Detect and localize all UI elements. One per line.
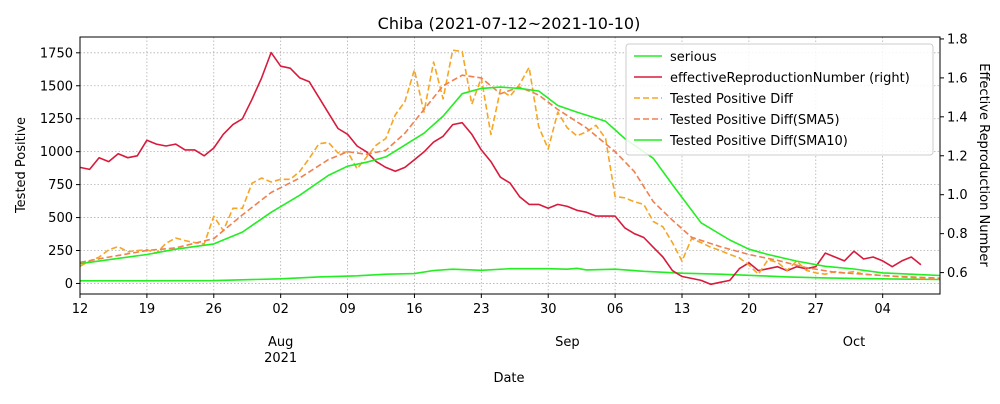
legend: serious effectiveReproductionNumber (righ… (625, 43, 934, 156)
y-right-tick-label: 1.2 (947, 149, 968, 164)
legend-box (625, 43, 934, 156)
legend-label: effectiveReproductionNumber (right) (670, 71, 910, 86)
series-line-0 (80, 267, 941, 282)
x-tick-label: 30 (540, 302, 557, 317)
y-tick-label: 250 (48, 244, 73, 259)
y-axis-right-label: Effective Reproduction Number (976, 63, 991, 267)
y-right-tick-label: 1.0 (947, 188, 968, 203)
x-tick-label: 09 (339, 302, 356, 317)
axis-layer: 0 250 500 750 1000 1250 1500 1750 0.6 0.8 1.0 1.2 1.… (40, 32, 968, 366)
y-tick-label: 1500 (40, 79, 73, 94)
x-tick-label: 12 (72, 302, 89, 317)
x-tick-label: 27 (808, 302, 825, 317)
legend-label: Tested Positive Diff(SMA10) (669, 134, 848, 149)
y-tick-label: 1250 (40, 112, 73, 127)
series-line-4 (79, 86, 941, 277)
y-tick-label: 1750 (40, 46, 73, 61)
plot-frame (79, 36, 941, 295)
chart-title: Chiba (2021-07-12~2021-10-10) (378, 14, 641, 33)
series-line-3 (79, 74, 941, 279)
y-right-tick-label: 1.6 (947, 71, 968, 86)
x-tick-label: 23 (473, 302, 490, 317)
x-tick-label: 06 (607, 302, 624, 317)
x-tick-label: 13 (674, 302, 691, 317)
legend-label: serious (670, 50, 717, 65)
x-tick-label: 04 (874, 302, 891, 317)
y-tick-label: 1000 (40, 145, 73, 160)
x-tick-label: 26 (206, 302, 223, 317)
x-tick-label: 20 (741, 302, 758, 317)
y-tick-label: 0 (65, 277, 73, 292)
y-tick-label: 750 (48, 178, 73, 193)
x-month-label: 2021 (264, 351, 297, 366)
series-layer (79, 49, 941, 286)
series-line-1 (79, 51, 922, 286)
y-right-tick-label: 1.4 (947, 110, 968, 125)
x-tick-label: 19 (139, 302, 156, 317)
x-month-label: Oct (843, 335, 865, 350)
x-month-label: Sep (555, 335, 580, 350)
y-tick-label: 500 (48, 211, 73, 226)
x-tick-label: 16 (406, 302, 423, 317)
x-month-label: Aug (268, 335, 293, 350)
legend-label: Tested Positive Diff(SMA5) (669, 113, 840, 128)
x-tick-label: 02 (272, 302, 289, 317)
y-right-tick-label: 1.8 (947, 32, 968, 47)
legend-label: Tested Positive Diff (669, 92, 794, 107)
x-axis-label: Date (493, 371, 524, 386)
y-right-tick-label: 0.8 (947, 227, 968, 242)
y-right-tick-label: 0.6 (947, 266, 968, 281)
y-axis-label: Tested Positive (14, 117, 29, 214)
